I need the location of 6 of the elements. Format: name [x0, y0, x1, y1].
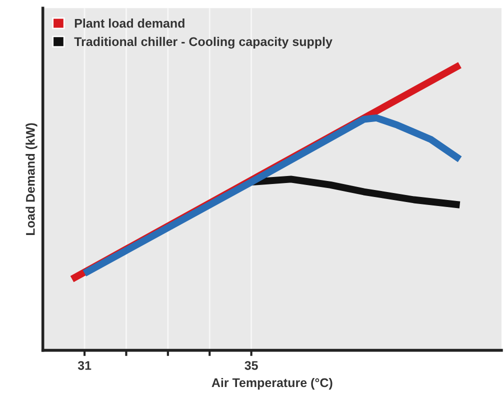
- x-tick-label: 31: [78, 361, 92, 370]
- x-tick-label: 35: [244, 361, 258, 370]
- legend-label: Plant load demand: [74, 18, 184, 28]
- x-axis-title: Air Temperature (°C): [212, 378, 332, 390]
- y-axis-title: Load Demand (kW): [26, 123, 38, 235]
- legend-label: Traditional chiller - Cooling capacity supply: [74, 36, 332, 49]
